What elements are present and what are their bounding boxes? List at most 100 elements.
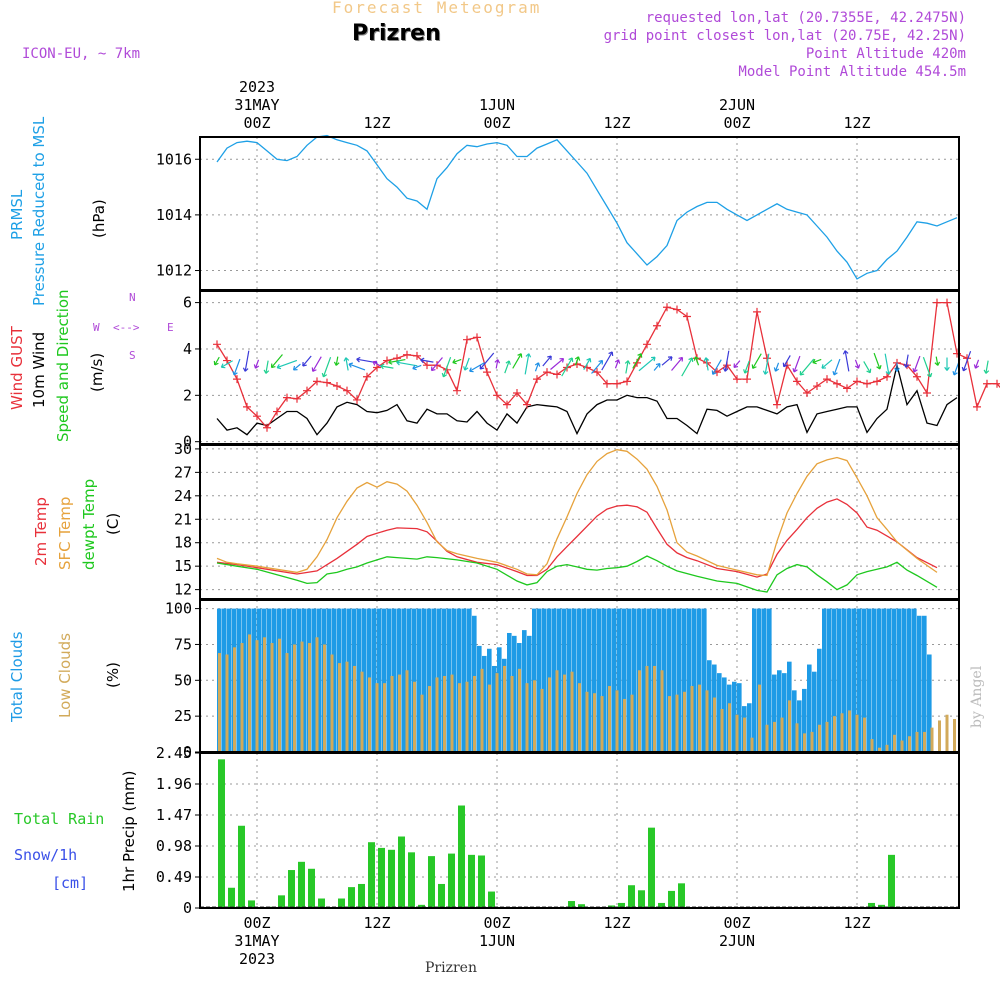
low-cloud-bar xyxy=(225,654,229,752)
low-cloud-bar xyxy=(360,671,364,752)
wind-direction-arrowhead xyxy=(302,361,307,367)
wind-direction-arrowhead xyxy=(655,362,661,368)
total-cloud-bar xyxy=(857,608,862,752)
low-cloud-bar xyxy=(608,686,611,752)
wind-direction-arrowhead xyxy=(372,360,378,366)
wind-speed-dir-label: Speed and Direction xyxy=(54,289,72,442)
y-tick-label: 1014 xyxy=(156,206,192,224)
wind-direction-arrowhead xyxy=(743,369,749,374)
wind-direction-arrow xyxy=(214,356,220,366)
gust-marker xyxy=(743,375,751,384)
precip-bar xyxy=(248,900,255,908)
low-cloud-bar xyxy=(428,686,431,752)
gust-marker xyxy=(463,335,471,344)
total-cloud-bar xyxy=(777,670,782,752)
wind-direction-arrowhead xyxy=(762,370,769,375)
gust-marker xyxy=(983,379,991,388)
y-tick-label: 2.45 xyxy=(156,744,192,762)
total-cloud-bar xyxy=(847,608,852,752)
total-cloud-bar xyxy=(622,608,627,752)
gust-marker xyxy=(853,377,861,386)
wind-direction-arrow xyxy=(312,356,322,372)
wind-direction-arrowhead xyxy=(667,356,673,361)
y-tick-label: 50 xyxy=(174,671,192,689)
compass-s: S xyxy=(129,349,136,362)
pressure-line xyxy=(216,134,958,280)
wind-direction-arrowhead xyxy=(396,359,401,366)
total-cloud-bar xyxy=(762,608,767,752)
low-cloud-bar xyxy=(795,723,799,752)
low-cloud-bar xyxy=(488,684,491,752)
precip-bar xyxy=(488,891,495,908)
time-tick-label-top: 00Z xyxy=(723,114,750,132)
low-cloud-bar xyxy=(293,644,296,752)
gust-marker xyxy=(243,402,251,411)
total-cloud-bar xyxy=(282,608,287,752)
wind-direction-arrow xyxy=(744,360,750,374)
low-cloud-bar xyxy=(870,739,874,752)
precip-bar xyxy=(468,854,475,908)
low-cloud-bar xyxy=(308,643,311,752)
wind-direction-arrow xyxy=(783,355,791,367)
total-cloud-bar xyxy=(402,608,407,752)
wind-direction-arrow xyxy=(254,359,260,369)
total-cloud-bar xyxy=(642,608,647,752)
total-cloud-bar xyxy=(732,681,737,752)
wind-direction-arrowhead xyxy=(608,351,614,356)
compass-n: N xyxy=(129,291,136,304)
total-cloud-bar xyxy=(892,608,897,752)
low-cloud-bar xyxy=(233,647,236,752)
total-cloud-bar xyxy=(662,608,667,752)
wind-direction-arrowhead xyxy=(711,370,717,375)
low-cloud-bar xyxy=(863,717,866,752)
y-tick-label: 27 xyxy=(174,463,192,481)
low-cloud-bar xyxy=(698,684,701,752)
wind-direction-arrowhead xyxy=(463,366,469,371)
wind-direction-arrowhead xyxy=(773,367,780,372)
low-cloud-bar xyxy=(915,731,919,752)
y-tick-label: 0.98 xyxy=(156,837,192,855)
wind-direction-arrowhead xyxy=(311,367,317,372)
low-cloud-bar xyxy=(908,736,911,752)
low-cloud-bar xyxy=(720,708,724,752)
y-tick-label: 21 xyxy=(174,510,192,528)
wind-direction-arrow xyxy=(962,350,972,372)
total-cloud-bar xyxy=(702,608,707,752)
y-tick-label: 25 xyxy=(174,707,192,725)
precip-bar xyxy=(678,883,685,908)
pct-unit: (%) xyxy=(104,662,122,688)
total-cloud-bar xyxy=(412,608,417,752)
gust-marker xyxy=(513,389,521,397)
wind-direction-arrow xyxy=(884,353,890,375)
gust-marker xyxy=(613,379,621,388)
wind-direction-arrow xyxy=(469,362,485,372)
low-cloud-bar xyxy=(458,683,461,752)
total-cloud-bar xyxy=(752,608,757,752)
low-cloud-bar xyxy=(263,637,266,752)
low-cloud-bar xyxy=(833,716,836,752)
wind-direction-arrowhead xyxy=(614,359,621,364)
total-cloud-bar xyxy=(577,608,582,752)
low-cloud-bar xyxy=(728,703,731,752)
low-cloud-bar xyxy=(893,734,896,752)
total-cloud-bar xyxy=(797,700,802,752)
gust-marker xyxy=(233,375,241,384)
time-tick-label-bottom: 00Z xyxy=(723,914,750,932)
low-cloud-bar xyxy=(540,688,544,752)
low-cloud-bar xyxy=(450,674,454,752)
wind-direction-arrowhead xyxy=(866,368,872,374)
wind-direction-arrowhead xyxy=(903,363,910,368)
total-cloud-bar xyxy=(692,608,697,752)
low-cloud-bar xyxy=(248,634,251,752)
gust-marker xyxy=(333,382,341,391)
wind-direction-arrowhead xyxy=(430,366,436,372)
total-cloud-bar xyxy=(267,608,272,752)
wind-direction-arrow xyxy=(681,357,693,377)
gust-marker xyxy=(843,384,851,393)
low-cloud-bar xyxy=(735,714,739,752)
total-cloud-bar xyxy=(407,608,412,752)
low-cloud-bar xyxy=(750,737,754,752)
wind-direction-arrow xyxy=(265,360,269,374)
wind-direction-arrow xyxy=(464,357,470,371)
wind-direction-arrowhead xyxy=(213,360,219,366)
